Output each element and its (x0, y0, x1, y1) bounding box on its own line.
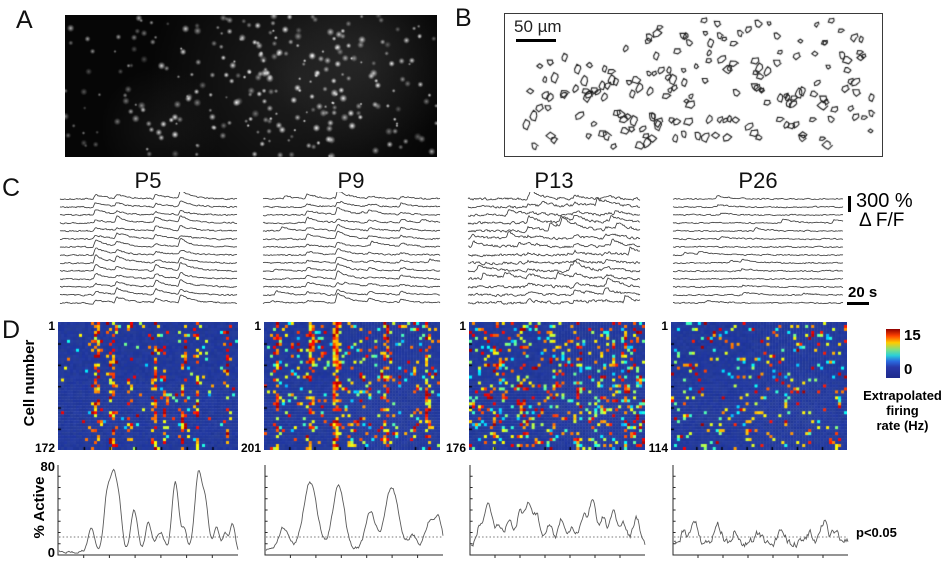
heatmap-p5-top-cell-label: 1 (48, 319, 55, 333)
heatmap-p9-bottom-cell-label: 201 (240, 441, 261, 455)
cell-number-axis-label: Cell number (21, 339, 38, 427)
trace-column-header-p26: P26 (738, 168, 778, 193)
dff-scale-unit: Δ F/F (859, 210, 905, 231)
panel-a-label: A (16, 6, 33, 34)
percent-active-ymax-label: 80 (40, 459, 55, 474)
heatmap-p26-top-cell-label: 1 (661, 319, 668, 333)
panel-b-outlines (505, 14, 880, 154)
colorbar-title-line3: rate (Hz) (876, 418, 929, 433)
trace-column-header-p5: P5 (134, 168, 162, 193)
panel-b-outline-box (504, 13, 883, 157)
panel-d-label: D (2, 316, 21, 344)
panel-c-label: C (2, 174, 21, 202)
trace-column-header-p9: P9 (337, 168, 365, 193)
colorbar-min-label: 0 (904, 361, 913, 378)
time-scale-label: 20 s (848, 284, 878, 301)
colorbar-title-line1: Extrapolated (863, 388, 942, 403)
heatmap-p9-top-cell-label: 1 (254, 319, 261, 333)
heatmap-p26 (671, 322, 847, 450)
scale-bar-label: 50 µm (514, 17, 562, 36)
percent-active-plots (57, 465, 849, 558)
trace-column-header-p13: P13 (534, 168, 574, 193)
heatmap-p13 (469, 322, 645, 450)
heatmap-p26-bottom-cell-label: 114 (648, 441, 668, 455)
heatmap-p5-bottom-cell-label: 172 (34, 441, 55, 455)
traces-plot (59, 192, 844, 305)
heatmap-p9 (264, 322, 440, 450)
colorbar-max-label: 15 (904, 327, 921, 344)
heatmap-p13-bottom-cell-label: 176 (445, 441, 466, 455)
time-scale-bar (847, 302, 869, 305)
dff-scale-value: 300 % (856, 190, 913, 212)
panel-b-label: B (455, 4, 472, 32)
panel-a-image (65, 15, 437, 157)
heatmap-p13-top-cell-label: 1 (459, 319, 466, 333)
heatmap-p5 (58, 322, 238, 450)
firing-rate-colorbar (886, 329, 900, 378)
colorbar-title: Extrapolated firing rate (Hz) (854, 388, 951, 433)
colorbar-title-line2: firing (886, 403, 919, 418)
dff-scale-bar (848, 196, 851, 212)
percent-active-ymin-label: 0 (47, 545, 55, 560)
significance-label: p<0.05 (856, 525, 897, 540)
scale-bar-line (516, 39, 556, 42)
